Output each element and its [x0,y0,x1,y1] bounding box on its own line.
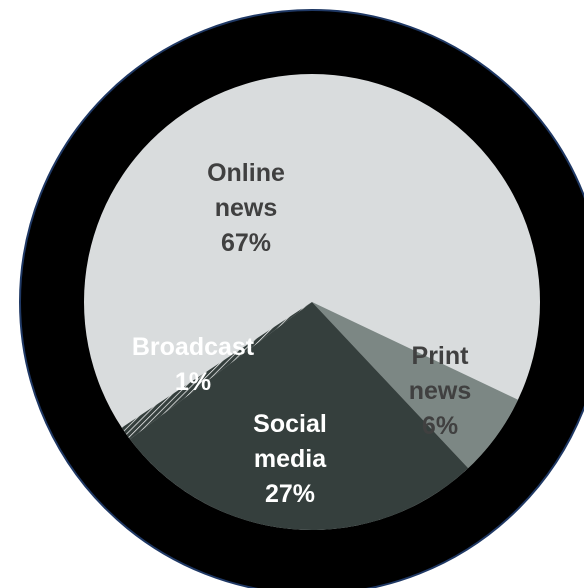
slice-label-social-media: Social media 27% [253,410,327,508]
slice-label-print-news: Print news 6% [409,342,472,440]
slice-label-line: Social [253,410,327,438]
slice-label-line: 1% [175,368,211,396]
slice-label-line: news [409,377,472,405]
pie-slice-print-news [312,302,518,469]
pie-slice-broadcast [121,302,313,440]
slice-label-line: news [215,194,278,222]
slice-label-line: Print [412,342,470,370]
slice-label-line: 67% [221,229,271,257]
slice-label-online-news: Online news 67% [207,159,285,257]
slice-label-broadcast: Broadcast 1% [132,333,255,396]
slice-label-line: 27% [265,480,315,508]
slice-label-line: 6% [422,412,458,440]
pie-slice-social-media [129,302,469,530]
slice-label-line: Online [207,159,285,187]
slice-label-line: media [254,445,327,473]
slice-label-line: Broadcast [132,333,255,361]
